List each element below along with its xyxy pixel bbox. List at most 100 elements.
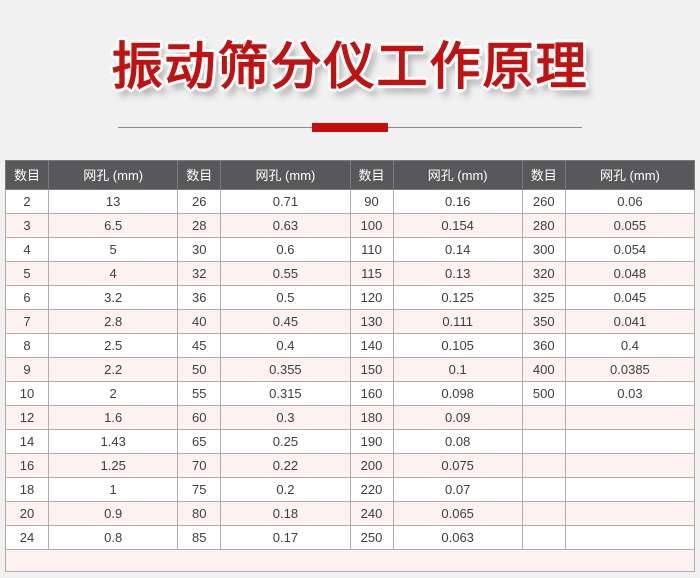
table-cell: 36 [177,284,222,310]
table-cell: 26 [177,188,222,214]
table-cell: 12 [4,404,50,430]
table-cell [564,428,696,454]
table-cell: 0.71 [220,188,351,214]
table-cell: 1.25 [48,452,179,478]
table-cell: 0.055 [564,212,696,238]
table-cell: 2.5 [48,332,179,358]
table-cell: 0.098 [392,380,523,406]
table-cell: 75 [177,476,222,502]
table-cell: 2.2 [48,356,179,382]
table-cell: 0.063 [392,524,523,550]
table-cell: 0.63 [220,212,351,238]
table-cell: 0.075 [392,452,523,478]
table-row: 8 2.5 45 0.4 140 0.105 360 0.4 [4,332,696,358]
table-cell: 0.048 [564,260,696,286]
table-row: 4 5 30 0.6 110 0.14 300 0.054 [4,236,696,262]
table-cell: 0.154 [392,212,523,238]
table-cell [564,500,696,526]
table-cell: 45 [177,332,222,358]
table-cell: 0.111 [392,308,523,334]
table-row: 9 2.2 50 0.355 150 0.1 400 0.0385 [4,356,696,382]
column-header-count: 数目 [521,159,566,190]
table-cell: 0.06 [564,188,696,214]
table-cell: 30 [177,236,222,262]
table-cell: 20 [4,500,50,526]
table-cell: 400 [521,356,566,382]
table-cell: 6.5 [48,212,179,238]
table-footer-strip [5,548,695,572]
table-row: 12 1.6 60 0.3 180 0.09 [4,404,696,430]
table-cell: 0.045 [564,284,696,310]
table-cell: 0.5 [220,284,351,310]
table-cell [564,452,696,478]
table-cell: 0.07 [392,476,523,502]
table-cell: 5 [4,260,50,286]
table-cell: 350 [521,308,566,334]
title-divider [0,122,700,132]
table-cell [521,524,566,550]
table-cell [521,404,566,430]
table-row: 3 6.5 28 0.63 100 0.154 280 0.055 [4,212,696,238]
table-cell: 100 [349,212,394,238]
table-cell: 1.43 [48,428,179,454]
table-cell: 0.355 [220,356,351,382]
table-cell: 180 [349,404,394,430]
table-cell: 0.9 [48,500,179,526]
table-cell: 115 [349,260,394,286]
table-cell: 0.45 [220,308,351,334]
table-cell: 80 [177,500,222,526]
table-cell [564,476,696,502]
table-cell [521,452,566,478]
table-cell: 16 [4,452,50,478]
title-area: 振动筛分仪工作原理 [0,0,700,94]
table-cell: 260 [521,188,566,214]
table-row: 16 1.25 70 0.22 200 0.075 [4,452,696,478]
column-header-mesh: 网孔 (mm) [220,159,351,190]
table-cell: 2 [48,380,179,406]
table-cell: 6 [4,284,50,310]
table-cell: 14 [4,428,50,454]
table-cell: 7 [4,308,50,334]
table-cell: 0.065 [392,500,523,526]
table-cell: 0.2 [220,476,351,502]
table-cell: 40 [177,308,222,334]
table-cell: 3.2 [48,284,179,310]
table-cell: 0.125 [392,284,523,310]
table-cell: 85 [177,524,222,550]
table-cell: 0.13 [392,260,523,286]
table-cell: 1 [48,476,179,502]
table-cell: 18 [4,476,50,502]
table-cell: 0.22 [220,452,351,478]
table-cell: 190 [349,428,394,454]
table-cell: 220 [349,476,394,502]
table-cell: 0.18 [220,500,351,526]
table-cell: 0.4 [220,332,351,358]
table-cell: 0.4 [564,332,696,358]
table-cell: 0.105 [392,332,523,358]
table-cell: 500 [521,380,566,406]
table-body: 2 13 26 0.71 90 0.16 260 0.06 3 6.5 28 0.63 100 0.154… [4,188,696,550]
table-row: 14 1.43 65 0.25 190 0.08 [4,428,696,454]
column-header-mesh: 网孔 (mm) [564,159,696,190]
table-cell: 3 [4,212,50,238]
table-cell [521,428,566,454]
table-cell: 0.315 [220,380,351,406]
table-cell: 65 [177,428,222,454]
table-cell: 0.6 [220,236,351,262]
table-cell: 28 [177,212,222,238]
table-cell: 4 [4,236,50,262]
table-cell: 8 [4,332,50,358]
table-cell: 0.3 [220,404,351,430]
table-cell: 0.17 [220,524,351,550]
table-cell: 13 [48,188,179,214]
divider-accent-bar [312,122,388,132]
table-row: 10 2 55 0.315 160 0.098 500 0.03 [4,380,696,406]
table-cell: 240 [349,500,394,526]
table-cell [564,404,696,430]
table-cell: 0.14 [392,236,523,262]
table-cell: 4 [48,260,179,286]
table-row: 24 0.8 85 0.17 250 0.063 [4,524,696,550]
table-row: 20 0.9 80 0.18 240 0.065 [4,500,696,526]
table-cell: 0.16 [392,188,523,214]
